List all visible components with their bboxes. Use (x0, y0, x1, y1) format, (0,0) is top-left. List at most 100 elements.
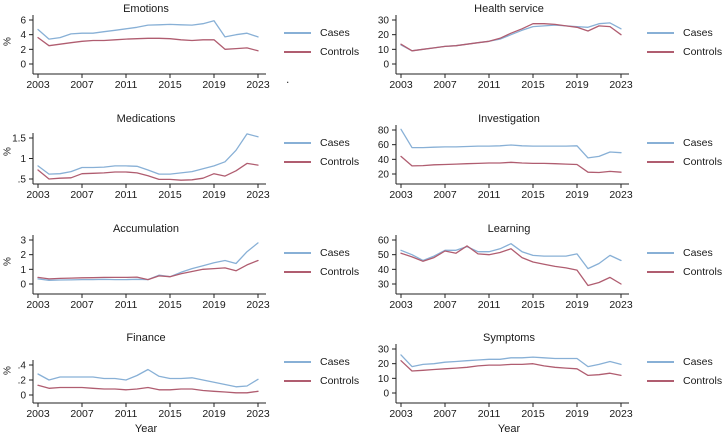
line-chart-finance: 0 .2 .4 2003 2007 2011 2015 2019 2023 (18, 360, 270, 420)
svg-text:0: 0 (383, 60, 389, 71)
panel-symptoms: Symptoms 0 10 20 30 2003 2007 2011 2015 2019 2023… (363, 329, 727, 439)
legend-label-cases: Cases (320, 136, 350, 149)
svg-text:0: 0 (20, 60, 26, 71)
svg-text:2023: 2023 (609, 408, 633, 420)
svg-text:2003: 2003 (389, 79, 413, 91)
svg-text:2023: 2023 (609, 79, 633, 91)
svg-text:2007: 2007 (433, 189, 457, 201)
controls-line-swatch (284, 270, 311, 273)
cases-line-swatch (284, 251, 311, 254)
controls-line-swatch (284, 160, 311, 163)
chart-title: Medications (116, 112, 176, 125)
legend-entry-controls: Controls (647, 46, 722, 58)
svg-text:2003: 2003 (26, 189, 50, 201)
svg-text:.5: .5 (18, 174, 27, 185)
svg-text:2023: 2023 (246, 79, 270, 91)
legend-entry-cases: Cases (647, 247, 722, 259)
cases-line-swatch (647, 141, 674, 144)
legend-label-cases: Cases (320, 356, 350, 369)
svg-text:2023: 2023 (609, 189, 633, 201)
line-chart-medications: .5 1 1.5 2003 2007 2011 2015 2019 2023 (12, 132, 270, 201)
svg-text:1: 1 (20, 264, 26, 275)
svg-text:30: 30 (378, 345, 390, 356)
legend-entry-controls: Controls (647, 375, 722, 387)
svg-text:60: 60 (378, 140, 390, 151)
legend: Cases Controls (284, 137, 359, 175)
svg-text:2019: 2019 (202, 299, 226, 311)
line-chart-accumulation: 0 1 2 3 2003 2007 2011 2015 2019 2023 (20, 234, 270, 311)
svg-text:30: 30 (378, 16, 390, 27)
line-chart-investigation: 20 40 60 80 2003 2007 2011 2015 2019 2023 (378, 124, 633, 201)
svg-text:20: 20 (378, 359, 390, 370)
panel-accumulation: Accumulation % 0 1 2 3 2003 2007 2011 2015 2019 2… (0, 220, 363, 330)
cases-line-swatch (647, 361, 674, 364)
legend-entry-controls: Controls (284, 375, 359, 387)
svg-text:2015: 2015 (521, 79, 545, 91)
x-axis-label-year: Year (134, 423, 158, 436)
svg-text:3: 3 (20, 235, 26, 246)
svg-text:1.5: 1.5 (12, 133, 26, 144)
svg-text:2023: 2023 (246, 408, 270, 420)
svg-text:2007: 2007 (70, 408, 94, 420)
legend-entry-controls: Controls (647, 156, 722, 168)
legend-label-cases: Cases (683, 356, 713, 369)
line-chart-emotions: 0 2 4 6 2003 2007 2011 2015 2019 2023 (20, 15, 270, 91)
svg-text:10: 10 (378, 45, 390, 56)
svg-text:2003: 2003 (26, 299, 50, 311)
legend-entry-cases: Cases (647, 27, 722, 39)
legend: Cases Controls (284, 356, 359, 394)
svg-text:30: 30 (378, 279, 390, 290)
svg-text:2019: 2019 (565, 408, 589, 420)
chart-title: Accumulation (112, 222, 180, 235)
svg-text:2003: 2003 (26, 408, 50, 420)
line-chart-learning: 30 40 50 60 2003 2007 2011 2015 2019 2023 (378, 234, 633, 311)
controls-line-swatch (284, 51, 311, 53)
legend: Cases Controls (647, 27, 722, 65)
legend: Cases Controls (647, 247, 722, 285)
panel-learning: Learning 30 40 50 60 2003 2007 2011 2015 2019 202… (363, 220, 727, 330)
svg-text:2019: 2019 (202, 189, 226, 201)
legend: Cases Controls (647, 137, 722, 175)
panel-medications: Medications % .5 1 1.5 2003 2007 2011 2015 2019… (0, 110, 363, 220)
svg-text:2015: 2015 (521, 189, 545, 201)
chart-title: Investigation (478, 112, 540, 125)
svg-text:60: 60 (378, 235, 390, 246)
legend: Cases Controls (284, 247, 359, 285)
svg-text:20: 20 (378, 30, 390, 41)
svg-text:2011: 2011 (115, 189, 138, 201)
legend: Cases Controls (284, 27, 359, 65)
svg-text:2023: 2023 (246, 299, 270, 311)
svg-text:2: 2 (20, 45, 26, 56)
legend-entry-controls: Controls (284, 46, 359, 58)
svg-text:6: 6 (20, 16, 26, 27)
svg-text:2007: 2007 (70, 189, 94, 201)
cases-line-swatch (284, 141, 311, 144)
legend-entry-cases: Cases (647, 356, 722, 368)
line-chart-symptoms: 0 10 20 30 2003 2007 2011 2015 2019 2023 (378, 344, 633, 420)
svg-text:2003: 2003 (389, 299, 413, 311)
legend-entry-cases: Cases (284, 247, 359, 259)
legend-label-controls: Controls (320, 375, 360, 388)
panel-emotions: Emotions % 0 2 4 6 2003 2007 2011 2015 2019 2023 … (0, 0, 363, 110)
controls-line-swatch (647, 160, 674, 163)
legend-entry-cases: Cases (284, 137, 359, 149)
cases-line-swatch (647, 32, 674, 34)
legend-label-controls: Controls (683, 375, 723, 388)
svg-text:2011: 2011 (115, 299, 138, 311)
svg-text:.4: .4 (18, 361, 27, 372)
svg-text:2011: 2011 (478, 79, 501, 91)
svg-text:2015: 2015 (521, 408, 545, 420)
controls-line-swatch (284, 380, 311, 383)
svg-text:2003: 2003 (389, 189, 413, 201)
chart-title: Finance (126, 332, 166, 345)
svg-text:0: 0 (20, 391, 26, 402)
chart-title: Learning (487, 222, 531, 235)
cases-line-swatch (284, 361, 311, 364)
svg-text:2015: 2015 (158, 189, 182, 201)
svg-text:2011: 2011 (115, 79, 138, 91)
svg-text:2: 2 (20, 250, 26, 261)
svg-text:2007: 2007 (70, 299, 94, 311)
chart-title: Health service (474, 3, 544, 15)
svg-text:2015: 2015 (158, 408, 182, 420)
